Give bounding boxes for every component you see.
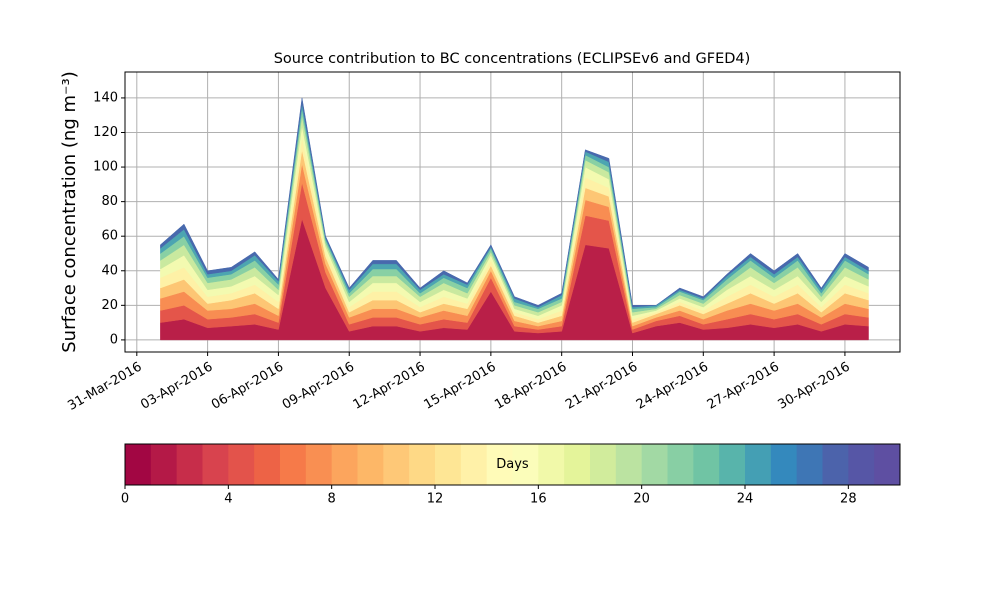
colorbar-tick-label: 12 xyxy=(427,492,444,507)
x-tick-label: 30-Apr-2016 xyxy=(776,360,853,413)
colorbar-tick-label: 16 xyxy=(530,492,547,507)
colorbar-cell xyxy=(874,444,901,485)
colorbar-cell xyxy=(305,444,333,485)
colorbar-tick-label: 0 xyxy=(121,492,129,507)
x-tick-label: 09-Apr-2016 xyxy=(280,360,357,413)
colorbar-cell xyxy=(254,444,281,485)
colorbar-cell xyxy=(564,444,591,485)
colorbar-tick-label: 8 xyxy=(328,492,336,507)
colorbar-cell xyxy=(150,444,178,485)
y-tick-label: 40 xyxy=(101,263,118,278)
y-tick-label: 20 xyxy=(101,298,118,313)
x-tick-label: 24-Apr-2016 xyxy=(634,360,711,413)
colorbar-frame xyxy=(124,443,901,486)
y-tick-label: 60 xyxy=(101,229,118,244)
colorbar-cell xyxy=(848,444,875,485)
colorbar-tick-label: 4 xyxy=(224,492,232,507)
y-tick-label: 80 xyxy=(101,194,118,209)
colorbar-cell xyxy=(228,444,255,485)
area-layer xyxy=(160,125,869,320)
chart-title: Source contribution to BC concentrations… xyxy=(274,51,751,67)
colorbar-cell xyxy=(202,444,229,485)
x-tick-label: 21-Apr-2016 xyxy=(563,360,640,413)
plot-frame xyxy=(124,71,901,353)
colorbar-cell xyxy=(693,444,720,485)
colorbar-cell xyxy=(796,444,823,485)
colorbar-label: Days xyxy=(496,457,529,472)
x-tick-label: 12-Apr-2016 xyxy=(351,360,428,413)
colorbar-cell xyxy=(383,444,410,485)
x-tick-label: 31-Mar-2016 xyxy=(65,360,144,414)
area-layer xyxy=(160,97,869,308)
colorbar-cell xyxy=(280,444,307,485)
colorbar-cell xyxy=(331,444,358,485)
y-tick-label: 120 xyxy=(93,125,118,140)
x-tick-label: 27-Apr-2016 xyxy=(705,360,782,413)
colorbar-tick-label: 24 xyxy=(737,492,754,507)
y-tick-label: 140 xyxy=(93,90,118,105)
colorbar-cell xyxy=(486,444,513,485)
colorbar-cell xyxy=(822,444,849,485)
colorbar-cell xyxy=(512,444,539,485)
colorbar-tick-label: 20 xyxy=(633,492,650,507)
colorbar-cell xyxy=(176,444,203,485)
colorbar-cell xyxy=(615,444,643,485)
colorbar-cell xyxy=(590,444,617,485)
y-tick-label: 100 xyxy=(93,160,118,175)
colorbar-tick-label: 28 xyxy=(840,492,857,507)
colorbar-cell xyxy=(409,444,436,485)
colorbar-cell xyxy=(745,444,772,485)
colorbar-cell xyxy=(460,444,488,485)
area-layer xyxy=(160,137,869,323)
colorbar-cell xyxy=(641,444,668,485)
colorbar-cell xyxy=(125,444,152,485)
y-axis-label: Surface concentration (ng m⁻³) xyxy=(59,71,80,353)
colorbar-cell xyxy=(538,444,565,485)
x-tick-label: 03-Apr-2016 xyxy=(138,360,215,413)
colorbar-cell xyxy=(435,444,462,485)
colorbar-cell xyxy=(667,444,694,485)
y-tick-label: 0 xyxy=(110,332,118,347)
colorbar-cell xyxy=(770,444,798,485)
x-tick-label: 18-Apr-2016 xyxy=(492,360,569,413)
colorbar-cell xyxy=(719,444,746,485)
x-tick-label: 06-Apr-2016 xyxy=(209,360,286,413)
x-tick-label: 15-Apr-2016 xyxy=(421,360,498,413)
colorbar-cell xyxy=(357,444,384,485)
